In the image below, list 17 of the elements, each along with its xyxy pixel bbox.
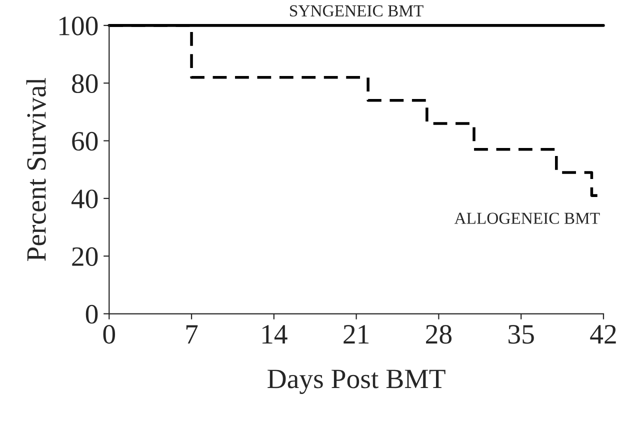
x-tick-label: 42: [590, 325, 616, 344]
annotation: ALLOGENEIC BMT: [454, 212, 600, 224]
annotation: SYNGENEIC BMT: [290, 5, 424, 16]
x-tick-label: 35: [508, 325, 534, 344]
x-tick-label: 28: [426, 324, 452, 344]
y-tick-label: 60: [72, 132, 98, 151]
x-tick-label: 21: [344, 325, 369, 344]
x-tick-label: 0: [103, 324, 116, 344]
y-tick-label: 20: [72, 247, 98, 266]
y-tick-label: 100: [60, 16, 98, 36]
x-tick-label: 7: [186, 325, 198, 344]
y-tick-label: 40: [71, 190, 98, 208]
y-tick-label: 80: [72, 74, 98, 94]
y-axis-title: Percent Survival: [26, 78, 46, 261]
x-tick-label: 14: [262, 325, 288, 344]
x-axis-title: Days Post BMT: [268, 370, 446, 394]
y-tick-label: 0: [86, 304, 98, 324]
